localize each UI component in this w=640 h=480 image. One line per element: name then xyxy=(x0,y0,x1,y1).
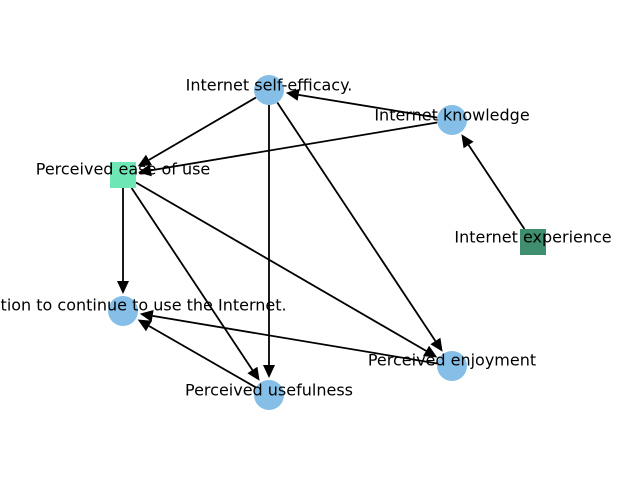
edge-line xyxy=(148,96,257,161)
node-label-enjoyment: Perceived enjoyment xyxy=(368,351,536,370)
node-self-efficacy xyxy=(254,75,284,105)
edge-line xyxy=(130,187,254,371)
edge-enjoyment-to-intention xyxy=(139,310,438,365)
edge-self-efficacy-to-ease-of-use xyxy=(137,96,257,167)
node-label-experience: Internet experience xyxy=(454,228,611,247)
edge-experience-to-knowledge xyxy=(461,134,526,230)
arrow-head-icon xyxy=(139,310,154,322)
node-label-knowledge: Internet knowledge xyxy=(374,106,529,125)
node-label-self-efficacy: Internet self-efficacy. xyxy=(186,76,353,95)
edge-self-efficacy-to-enjoyment xyxy=(276,102,443,352)
arrow-head-icon xyxy=(137,319,152,332)
arrow-head-icon xyxy=(263,365,275,378)
node-intention xyxy=(108,296,138,326)
edges-layer xyxy=(117,88,526,389)
edge-ease-of-use-to-usefulness xyxy=(130,187,260,381)
node-ease-of-use xyxy=(110,162,136,188)
arrow-head-icon xyxy=(285,88,300,101)
edge-knowledge-to-self-efficacy xyxy=(285,88,438,119)
node-usefulness xyxy=(254,380,284,410)
labels-layer: Internet self-efficacy. Internet knowledg… xyxy=(0,76,612,400)
edge-line xyxy=(148,325,257,389)
edge-line xyxy=(298,94,438,119)
edge-line xyxy=(135,181,427,352)
arrow-head-icon xyxy=(423,345,438,358)
edge-usefulness-to-intention xyxy=(137,319,257,389)
arrow-head-icon xyxy=(430,337,443,352)
arrow-head-icon xyxy=(247,366,260,381)
edge-line xyxy=(150,121,438,172)
edge-knowledge-to-ease-of-use xyxy=(138,121,438,177)
node-label-intention: Intention to continue to use the Interne… xyxy=(0,296,287,315)
arrow-head-icon xyxy=(117,281,129,294)
edge-ease-of-use-to-intention xyxy=(117,188,129,294)
edge-line xyxy=(276,102,437,342)
edge-ease-of-use-to-enjoyment xyxy=(135,181,438,358)
arrow-head-icon xyxy=(138,164,152,177)
node-label-usefulness: Perceived usefulness xyxy=(185,381,353,400)
nodes-layer xyxy=(108,75,546,410)
arrow-head-icon xyxy=(137,154,152,167)
edge-line xyxy=(467,144,526,230)
arrow-head-icon xyxy=(461,134,474,149)
edge-line xyxy=(152,315,438,365)
edge-self-efficacy-to-usefulness xyxy=(263,105,275,378)
node-experience xyxy=(520,229,546,255)
node-label-ease-of-use: Perceived ease of use xyxy=(36,160,211,179)
node-knowledge xyxy=(437,105,467,135)
node-enjoyment xyxy=(437,351,467,381)
